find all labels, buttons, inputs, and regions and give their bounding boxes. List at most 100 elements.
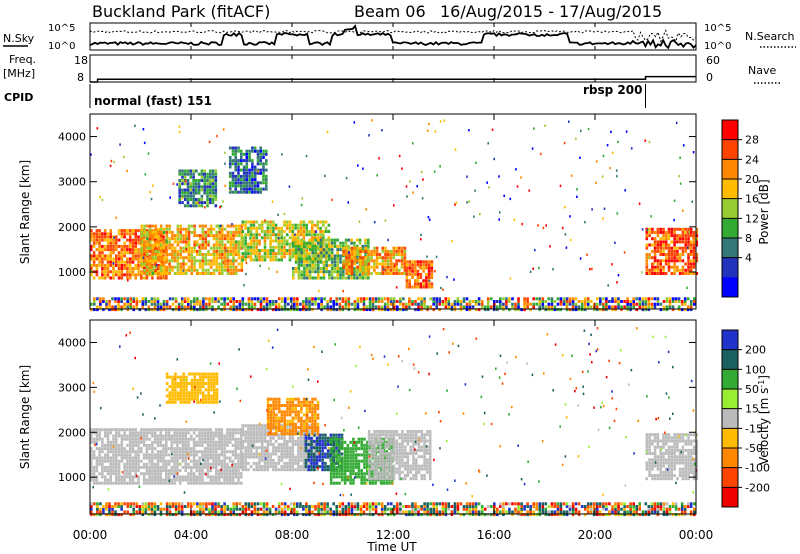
heatmap-cell xyxy=(255,249,258,252)
heatmap-cell xyxy=(168,265,171,269)
heatmap-cell xyxy=(561,226,564,230)
heatmap-cell xyxy=(371,308,375,312)
heatmap-cell xyxy=(203,201,206,205)
heatmap-cell xyxy=(297,233,300,237)
heatmap-cell xyxy=(241,452,245,456)
heatmap-cell xyxy=(171,237,174,241)
heatmap-cell xyxy=(342,265,346,269)
heatmap-cell xyxy=(294,458,297,462)
heatmap-cell xyxy=(146,234,149,238)
heatmap-cell xyxy=(128,447,132,451)
heatmap-cell xyxy=(299,439,303,443)
heatmap-cell xyxy=(181,434,185,438)
heatmap-cell xyxy=(395,272,398,275)
heatmap-cell xyxy=(148,459,151,463)
heatmap-cell xyxy=(346,443,350,447)
heatmap-cell xyxy=(491,128,494,131)
heatmap-cell xyxy=(226,434,229,438)
heatmap-cell xyxy=(101,447,104,451)
heatmap-cell xyxy=(117,431,121,435)
heatmap-cell xyxy=(212,243,216,247)
heatmap-cell xyxy=(616,281,618,284)
heatmap-cell xyxy=(249,223,253,227)
heatmap-cell xyxy=(283,255,286,259)
heatmap-cell xyxy=(300,273,303,277)
heatmap-cell xyxy=(638,305,641,309)
heatmap-cell xyxy=(285,242,289,246)
heatmap-cell xyxy=(229,253,232,256)
heatmap-cell xyxy=(678,259,682,263)
heatmap-cell xyxy=(319,220,322,224)
heatmap-cell xyxy=(341,447,344,451)
heatmap-cell xyxy=(103,273,107,277)
heatmap-cell xyxy=(240,453,243,457)
heatmap-cell xyxy=(571,308,575,312)
heatmap-cell xyxy=(120,481,124,485)
heatmap-cell xyxy=(237,224,241,228)
heatmap-cell xyxy=(237,469,240,473)
heatmap-cell xyxy=(310,455,313,459)
heatmap-cell xyxy=(181,437,185,441)
heatmap-cell xyxy=(280,436,283,440)
heatmap-cell xyxy=(374,300,378,303)
heatmap-cell xyxy=(131,238,135,242)
heatmap-cell xyxy=(247,305,251,309)
heatmap-cell xyxy=(662,268,665,272)
heatmap-cell xyxy=(126,267,129,270)
heatmap-cell xyxy=(288,452,292,456)
heatmap-cell xyxy=(375,246,379,250)
heatmap-cell xyxy=(168,224,171,228)
heatmap-cell xyxy=(393,302,396,306)
heatmap-cell xyxy=(144,173,147,176)
heatmap-cell xyxy=(240,268,244,272)
heatmap-cell xyxy=(580,308,584,312)
heatmap-cell xyxy=(200,185,204,189)
heatmap-cell xyxy=(112,465,115,469)
heatmap-cell xyxy=(381,470,385,474)
heatmap-cell xyxy=(215,246,219,250)
heatmap-cell xyxy=(245,156,249,159)
heatmap-cell xyxy=(265,159,268,163)
heatmap-cell xyxy=(471,305,475,309)
heatmap-cell xyxy=(381,249,384,253)
heatmap-cell xyxy=(283,249,286,252)
heatmap-cell xyxy=(384,259,387,263)
heatmap-cell xyxy=(593,302,596,306)
heatmap-cell xyxy=(358,276,362,280)
heatmap-cell xyxy=(260,220,264,224)
heatmap-cell xyxy=(364,272,368,275)
heatmap-cell xyxy=(101,276,104,280)
heatmap-cell xyxy=(120,308,123,312)
heatmap-cell xyxy=(363,462,366,466)
heatmap-cell xyxy=(253,146,257,150)
heatmap-cell xyxy=(393,305,396,309)
heatmap-cell xyxy=(300,238,303,242)
heatmap-cell xyxy=(291,465,295,469)
heatmap-cell xyxy=(162,275,165,278)
heatmap-cell xyxy=(221,243,224,247)
heatmap-cell xyxy=(176,450,179,454)
heatmap-cell xyxy=(228,437,232,441)
heatmap-cell xyxy=(680,300,684,303)
heatmap-cell xyxy=(151,443,154,447)
heatmap-cell xyxy=(226,475,229,479)
heatmap-cell xyxy=(173,481,176,485)
heatmap-cell xyxy=(123,297,126,301)
heatmap-cell xyxy=(192,472,196,476)
heatmap-cell xyxy=(198,469,201,473)
heatmap-cell xyxy=(326,443,330,446)
heatmap-cell xyxy=(137,273,140,277)
heatmap-cell xyxy=(92,257,96,261)
heatmap-cell xyxy=(259,187,262,191)
heatmap-cell xyxy=(673,240,676,244)
heatmap-cell xyxy=(310,223,314,227)
heatmap-cell xyxy=(371,300,375,303)
heatmap-cell xyxy=(206,175,209,179)
heatmap-cell xyxy=(395,265,398,269)
heatmap-cell xyxy=(181,194,184,198)
heatmap-cell xyxy=(274,461,278,465)
heatmap-cell xyxy=(365,208,368,211)
heatmap-cell xyxy=(294,270,298,274)
heatmap-cell xyxy=(667,234,671,238)
heatmap-cell xyxy=(350,276,353,280)
